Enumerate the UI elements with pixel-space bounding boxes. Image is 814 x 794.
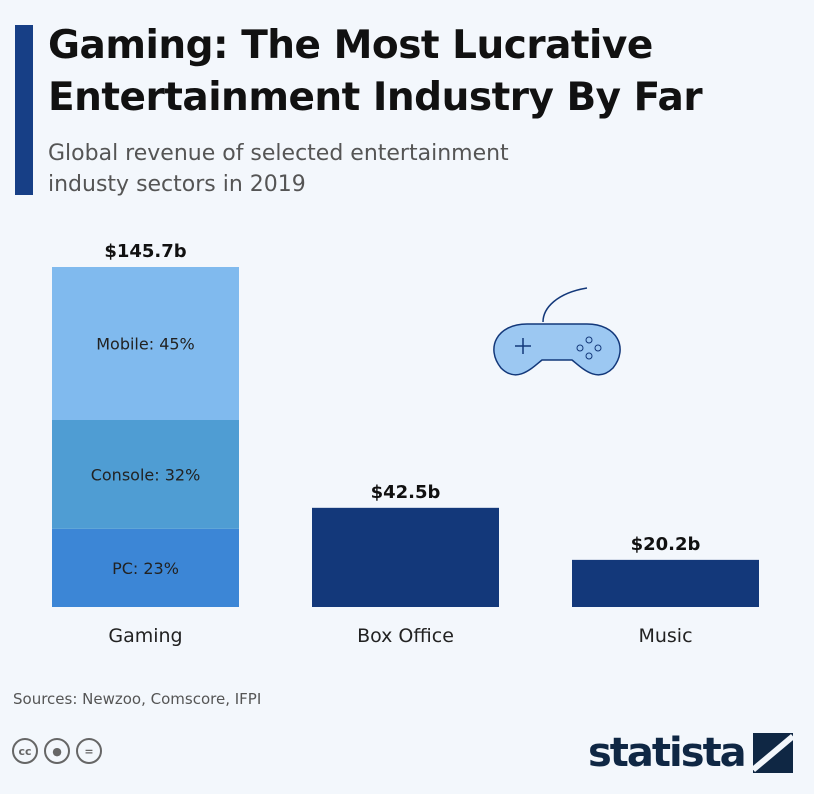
- title-line-2: Entertainment Industry By Far: [48, 75, 703, 120]
- value-label: $20.2b: [631, 534, 701, 555]
- license-icons: cc ● =: [12, 738, 102, 764]
- category-label: Box Office: [357, 625, 454, 647]
- category-label: Music: [638, 625, 692, 647]
- gamepad-icon: [493, 287, 621, 376]
- bar-segment-console: [52, 420, 239, 529]
- segment-label-mobile: Mobile: 45%: [96, 335, 195, 354]
- logo-text: statista: [588, 730, 747, 776]
- subtitle-line-2: industy sectors in 2019: [48, 172, 306, 197]
- no-derivatives-icon[interactable]: =: [76, 738, 102, 764]
- title-line-1: Gaming: The Most Lucrative: [48, 23, 653, 68]
- cc-icon[interactable]: cc: [12, 738, 38, 764]
- segment-label-pc: PC: 23%: [112, 559, 179, 578]
- chart-subtitle: Global revenue of selected entertainment…: [48, 138, 509, 200]
- bar-segment-pc: [52, 528, 239, 607]
- subtitle-line-1: Global revenue of selected entertainment: [48, 141, 509, 166]
- statista-logo[interactable]: statista: [588, 730, 793, 776]
- title-accent-bar: [15, 25, 33, 195]
- bar-segment-mobile: [52, 267, 239, 420]
- category-label: Gaming: [108, 625, 182, 647]
- statista-mark-icon: [752, 733, 793, 773]
- bar-music: [572, 559, 759, 607]
- attribution-icon[interactable]: ●: [44, 738, 70, 764]
- value-label: $42.5b: [371, 482, 441, 503]
- segment-label-console: Console: 32%: [91, 465, 201, 484]
- value-label: $145.7b: [104, 241, 186, 262]
- bar-box-office: [312, 507, 499, 607]
- chart-title: Gaming: The Most Lucrative Entertainment…: [48, 20, 703, 124]
- source-note: Sources: Newzoo, Comscore, IFPI: [13, 690, 262, 708]
